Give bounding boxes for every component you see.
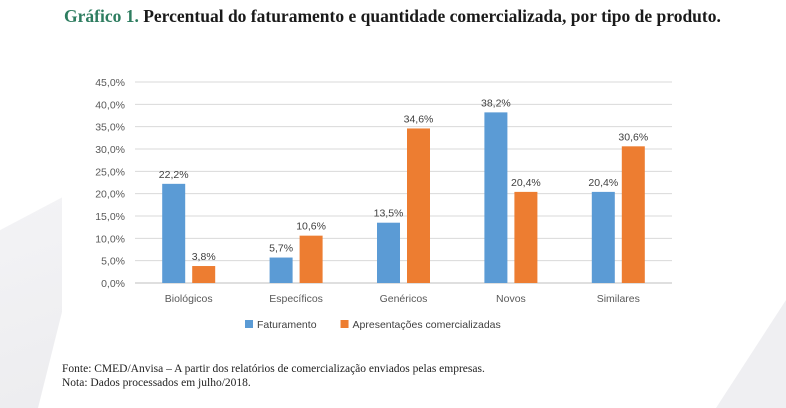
data-label: 38,2% (481, 97, 511, 109)
legend-swatch (340, 320, 349, 328)
x-tick-label: Novos (496, 293, 526, 305)
data-label: 5,7% (269, 243, 293, 255)
y-tick-label: 35,0% (95, 122, 125, 134)
y-tick-label: 25,0% (95, 166, 125, 178)
bar-faturamento (377, 222, 400, 283)
figure-label: Gráfico 1. (64, 6, 139, 26)
y-tick-label: 5,0% (101, 256, 125, 268)
data-label: 20,4% (588, 177, 618, 189)
bar-faturamento (591, 191, 615, 283)
data-label: 13,5% (374, 208, 404, 220)
bar-faturamento (484, 112, 508, 283)
y-tick-label: 20,0% (95, 189, 125, 201)
data-label: 10,6% (296, 221, 326, 233)
data-label: 20,4% (511, 177, 541, 189)
x-tick-label: Genéricos (380, 293, 428, 305)
data-label: 22,2% (159, 169, 189, 181)
bar-chart: 0,0% 5,0% 10,0% 15,0% 20,0% 25,0% 30,0% 35,0% 40… (95, 77, 672, 331)
data-label: 34,6% (404, 113, 434, 125)
y-tick-label: 45,0% (95, 77, 125, 89)
bar-apresentacoes (192, 266, 216, 283)
bar-faturamento (269, 257, 293, 283)
y-tick-label: 15,0% (95, 211, 125, 223)
legend-label: Faturamento (257, 319, 317, 331)
figure-title: Gráfico 1. Percentual do faturamento e q… (64, 6, 721, 27)
x-tick-label: Biológicos (165, 293, 213, 305)
data-label: 3,8% (192, 251, 216, 263)
x-tick-label: Específicos (269, 293, 323, 305)
background-decoration-right (716, 300, 786, 408)
y-tick-label: 10,0% (95, 233, 125, 245)
bar-apresentacoes (514, 191, 538, 283)
source-note: Fonte: CMED/Anvisa – A partir dos relató… (62, 363, 485, 375)
bar-apresentacoes (407, 128, 430, 283)
legend-label: Apresentações comercializadas (353, 319, 501, 331)
bar-apresentacoes (621, 146, 645, 283)
y-tick-label: 0,0% (101, 278, 125, 290)
x-tick-label: Similares (597, 293, 640, 305)
legend-swatch (245, 320, 253, 328)
data-label: 30,6% (618, 131, 648, 143)
data-note: Nota: Dados processados em julho/2018. (62, 377, 251, 389)
y-tick-label: 40,0% (95, 99, 125, 111)
bar-faturamento (162, 183, 186, 283)
bar-apresentacoes (299, 235, 323, 283)
figure-notes: Fonte: CMED/Anvisa – A partir dos relató… (62, 362, 485, 390)
y-tick-label: 30,0% (95, 144, 125, 156)
figure-title-text: Percentual do faturamento e quantidade c… (143, 6, 721, 26)
chart-panel: 0,0% 5,0% 10,0% 15,0% 20,0% 25,0% 30,0% 35,0% 40… (62, 58, 702, 342)
